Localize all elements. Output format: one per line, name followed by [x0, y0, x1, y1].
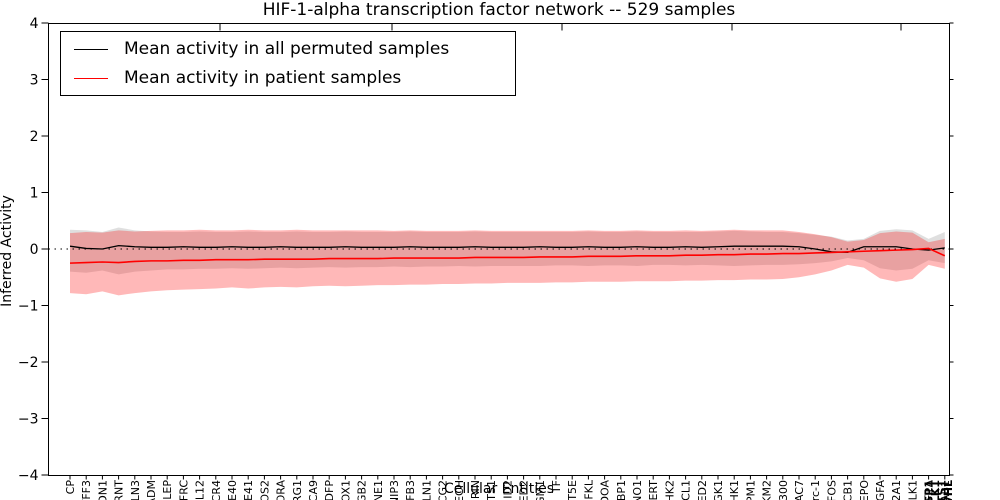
y-tick-label: −1	[18, 299, 39, 315]
x-tick-label-overlapped: HIF1A/ARNT/ETS1	[936, 480, 949, 500]
x-tick-label: HIF1A/ARNT/Cbp/p300/HDAC7	[793, 480, 806, 500]
x-tick-label: PGM1	[534, 480, 547, 500]
x-tick-label: CXCR4	[210, 480, 223, 500]
x-tick-label: HIF1A/ARNT/Cbp/p300	[777, 480, 790, 500]
legend-entry-permuted: Mean activity in all permuted samples	[61, 38, 515, 60]
permuted-std-band	[70, 227, 945, 275]
x-tick-label: IGFBP1	[615, 480, 628, 500]
x-tick-label: FOS	[825, 480, 838, 500]
x-tick-label: EDN1	[96, 480, 109, 500]
x-tick-label: Cbp/p300/CITED2	[696, 480, 709, 500]
permuted-mean-line	[69, 244, 945, 254]
patient-mean-line	[69, 247, 946, 264]
x-tick-label: PKM2	[761, 480, 774, 500]
legend: Mean activity in all permuted samples Me…	[60, 31, 516, 96]
x-tick-label: CP	[64, 480, 77, 495]
x-tick-label: FURIN	[469, 480, 482, 500]
x-tick-label: CA9	[307, 480, 320, 500]
x-tick-label: ABCG2	[437, 480, 450, 500]
x-tick-label: PGK1	[712, 480, 725, 500]
legend-entry-patient: Mean activity in patient samples	[61, 67, 515, 89]
x-tick-label: BHLHE40	[226, 480, 239, 500]
y-tick-label: 0	[30, 242, 39, 258]
x-tick-label: HMOX1	[339, 480, 352, 500]
x-tick-label: BNIP3	[388, 480, 401, 500]
x-tick-label: ITGB2	[356, 480, 369, 500]
x-tick-label: ELK1	[906, 480, 919, 500]
x-tick-label: ADFP	[323, 480, 336, 500]
x-tick-label: EGLN3	[129, 480, 142, 500]
legend-line-permuted-icon	[74, 48, 108, 50]
y-tick-label: 4	[30, 16, 39, 32]
y-tick-label: −2	[18, 355, 39, 371]
x-tick-label: MCL1	[680, 480, 693, 500]
x-tick-label: NT5E	[566, 480, 579, 500]
x-tick-label-overlapped: HIF1A/ARNT/SMAD4/SP1	[923, 480, 936, 500]
x-tick-label: HIF1A/ARNT/Cbp/p300/Src-1	[809, 480, 822, 500]
x-tick-label: NPM1	[744, 480, 757, 500]
x-tick-label: ID2	[501, 480, 514, 499]
x-tick-label-overlapped: HIF1A/ARNT/ELK1	[929, 480, 942, 500]
x-tick-label: RORA	[275, 480, 288, 500]
x-tick-label: HIF1A	[923, 480, 936, 500]
x-tick-label: TFRC	[177, 480, 190, 500]
x-tick-label: TFF3	[80, 480, 93, 500]
chart-title: HIF-1-alpha transcription factor network…	[262, 0, 736, 20]
y-axis-label: Inferred Activity	[0, 195, 15, 307]
x-tick-label: HIF1A/JAB1	[939, 480, 952, 500]
x-tick-label: BHLHE41	[242, 480, 255, 500]
x-tick-label: CXCL12	[194, 480, 207, 500]
x-tick-label-overlapped: HIF1A/VHL	[942, 480, 955, 500]
x-tick-label: PFKFB3	[404, 480, 417, 500]
x-tick-label: ETS1	[485, 480, 498, 500]
x-tick-label: VEGFA	[874, 480, 887, 500]
x-tick-label: ALDOA	[599, 480, 612, 500]
legend-line-patient-icon	[74, 77, 108, 79]
legend-label-patient: Mean activity in patient samples	[124, 68, 402, 88]
x-tick-label: FECH	[453, 480, 466, 500]
x-tick-label: ENO1	[631, 480, 644, 500]
x-tick-label: HIF1A/ARNT	[113, 480, 126, 500]
y-tick-label: −3	[18, 412, 39, 428]
x-tick-label: NDRG1	[291, 480, 304, 500]
x-tick-label: HK2	[663, 480, 676, 500]
y-tick-label: −4	[18, 468, 39, 484]
y-tick-label: 1	[30, 186, 39, 202]
x-tick-label: NOS2	[258, 480, 271, 500]
x-tick-label: ABCB1	[842, 480, 855, 500]
x-tick-label: HK1	[728, 480, 741, 500]
legend-label-permuted: Mean activity in all permuted samples	[124, 39, 450, 59]
x-tick-label: CITED2	[518, 480, 531, 500]
y-tick-label: 2	[30, 129, 39, 145]
patient-std-band	[70, 229, 945, 296]
x-tick-label: ADM	[145, 480, 158, 500]
x-tick-label: SLC2A1	[890, 480, 903, 500]
x-tick-label: TERT	[647, 480, 660, 500]
x-tick-label: PFKL	[582, 479, 595, 500]
x-tick-label: TF	[550, 480, 563, 494]
x-axis-label: Cellular Entities	[443, 481, 555, 497]
x-tick-label: EGLN1	[420, 480, 433, 500]
x-tick-label: LEP	[161, 480, 174, 500]
x-tick-label: EPO	[858, 480, 871, 500]
x-tick-label: SERPINE1	[372, 480, 385, 500]
y-tick-label: 3	[30, 73, 39, 89]
